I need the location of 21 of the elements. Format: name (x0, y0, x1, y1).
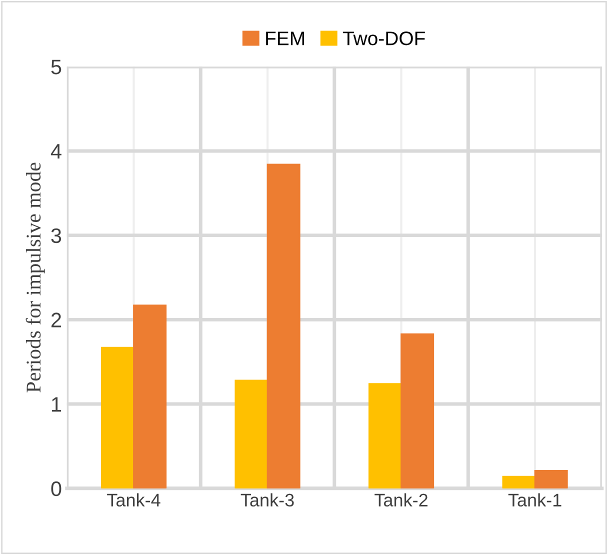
y-tick-label: 2 (51, 312, 61, 328)
bar (100, 346, 134, 488)
y-tick-label: 3 (51, 228, 62, 244)
y-tick-label: 5 (51, 60, 62, 74)
bar (534, 470, 568, 488)
y-tick-label: 4 (50, 144, 62, 159)
legend-label: FEM (266, 32, 304, 46)
x-tick-label: Tank-3 (240, 493, 294, 507)
bar (502, 476, 536, 488)
y-axis-title: Periods for impulsive mode (26, 162, 45, 392)
bar (368, 383, 402, 488)
x-tick-label: Tank-4 (107, 493, 160, 507)
bar (234, 380, 268, 488)
y-tick-label: 1 (52, 397, 62, 412)
bar (133, 304, 167, 488)
bar (266, 164, 300, 488)
x-tick-label: Tank-2 (374, 493, 428, 507)
bar (400, 333, 434, 488)
legend-label: Two-DOF (342, 31, 425, 46)
y-tick-label: 0 (51, 481, 62, 496)
x-tick-label: Tank-1 (508, 493, 562, 507)
